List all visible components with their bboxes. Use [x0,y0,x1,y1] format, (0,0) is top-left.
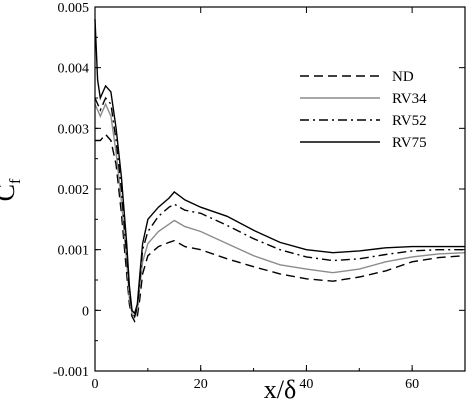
legend: ND RV34 RV52 RV75 [300,69,427,151]
series-line-rv34 [94,102,466,320]
series-line-rv52 [94,96,465,319]
x-tick-label: 60 [405,377,419,392]
x-tick-label: 20 [194,377,208,392]
legend-label-rv34: RV34 [392,91,427,107]
legend-label-rv75: RV75 [392,135,427,151]
legend-label-rv52: RV52 [392,113,427,129]
y-tick-label: 0 [82,304,89,319]
x-axis-title: x/δ [264,375,296,404]
x-tick-label: 0 [92,377,99,392]
legend-label-nd: ND [392,69,414,85]
y-tick-label: 0.001 [58,244,90,259]
y-axis-title-subscript: f [7,178,24,184]
series-line-nd [95,133,466,323]
series-line-rv75 [94,19,465,315]
x-tick-label: 40 [299,377,313,392]
plot-frame [94,6,466,372]
series-lines [94,19,466,323]
y-tick-label: 0.002 [58,183,90,198]
y-tick-label: 0.005 [58,1,90,16]
y-axis-title: Cf [0,178,24,201]
y-tick-label: 0.004 [58,62,90,77]
y-tick-label: -0.001 [53,365,89,380]
y-axis-title-main: C [0,184,20,201]
y-tick-label: 0.003 [58,122,90,137]
